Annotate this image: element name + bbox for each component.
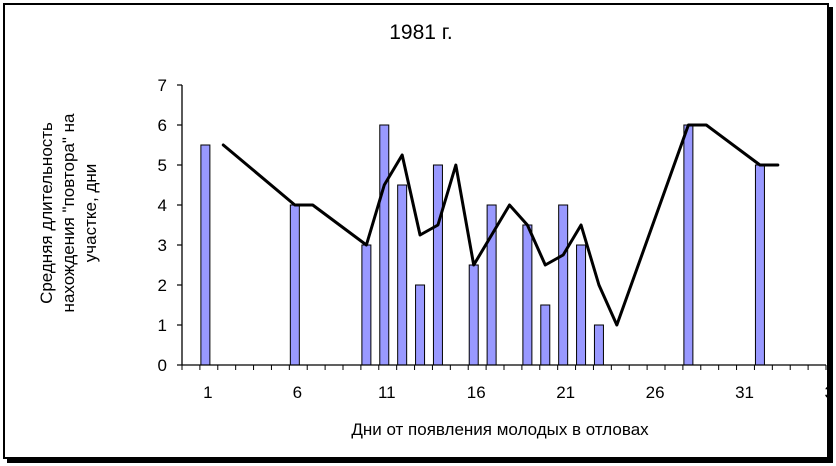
y-tick-label: 4: [158, 196, 167, 215]
y-tick-label: 5: [158, 156, 167, 175]
chart: 1981 г. Средняя длительность нахождения …: [37, 21, 827, 439]
y-tick-label: 2: [158, 276, 167, 295]
bar: [558, 204, 569, 366]
bar: [379, 124, 390, 366]
x-tick-label: 6: [293, 383, 302, 402]
line-series: [221, 123, 780, 327]
bar: [576, 244, 587, 366]
y-axis-label: Средняя длительность нахождения "повтора…: [37, 113, 100, 312]
x-tick-label: 21: [556, 383, 575, 402]
bar: [432, 164, 443, 366]
y-tick-label: 1: [158, 316, 167, 335]
bar: [540, 304, 551, 366]
bar-series: [200, 124, 765, 366]
bar: [754, 164, 765, 366]
chart-title: 1981 г.: [389, 21, 452, 44]
y-axis-label-line-3: участке, дни: [81, 164, 100, 262]
y-tick-label: 6: [158, 116, 167, 135]
chart-frame: 1981 г. Средняя длительность нахождения …: [3, 3, 829, 459]
x-tick-label: 11: [378, 383, 396, 402]
bar: [415, 284, 426, 366]
x-axis-label: Дни от появления молодых в отловах: [351, 420, 649, 439]
bar: [683, 124, 694, 366]
x-tick-label: 1: [203, 383, 212, 402]
x-tick-label: 36: [825, 383, 827, 402]
bar: [200, 144, 211, 366]
bar: [361, 244, 372, 366]
bar: [289, 204, 300, 366]
trend-line: [221, 123, 780, 327]
bar: [522, 224, 533, 366]
y-tick-label: 3: [158, 236, 167, 255]
y-tick-label: 0: [158, 356, 167, 375]
axes: 0123456716111621263136: [158, 76, 827, 402]
bar: [593, 324, 604, 366]
y-axis-label-line-1: Средняя длительность: [37, 122, 56, 304]
y-axis-label-line-2: нахождения "повтора" на: [59, 113, 78, 312]
y-tick-label: 7: [158, 76, 167, 95]
bar: [468, 264, 479, 366]
x-tick-label: 26: [646, 383, 665, 402]
x-tick-label: 31: [735, 383, 754, 402]
x-tick-label: 16: [467, 383, 486, 402]
bar: [397, 184, 408, 366]
